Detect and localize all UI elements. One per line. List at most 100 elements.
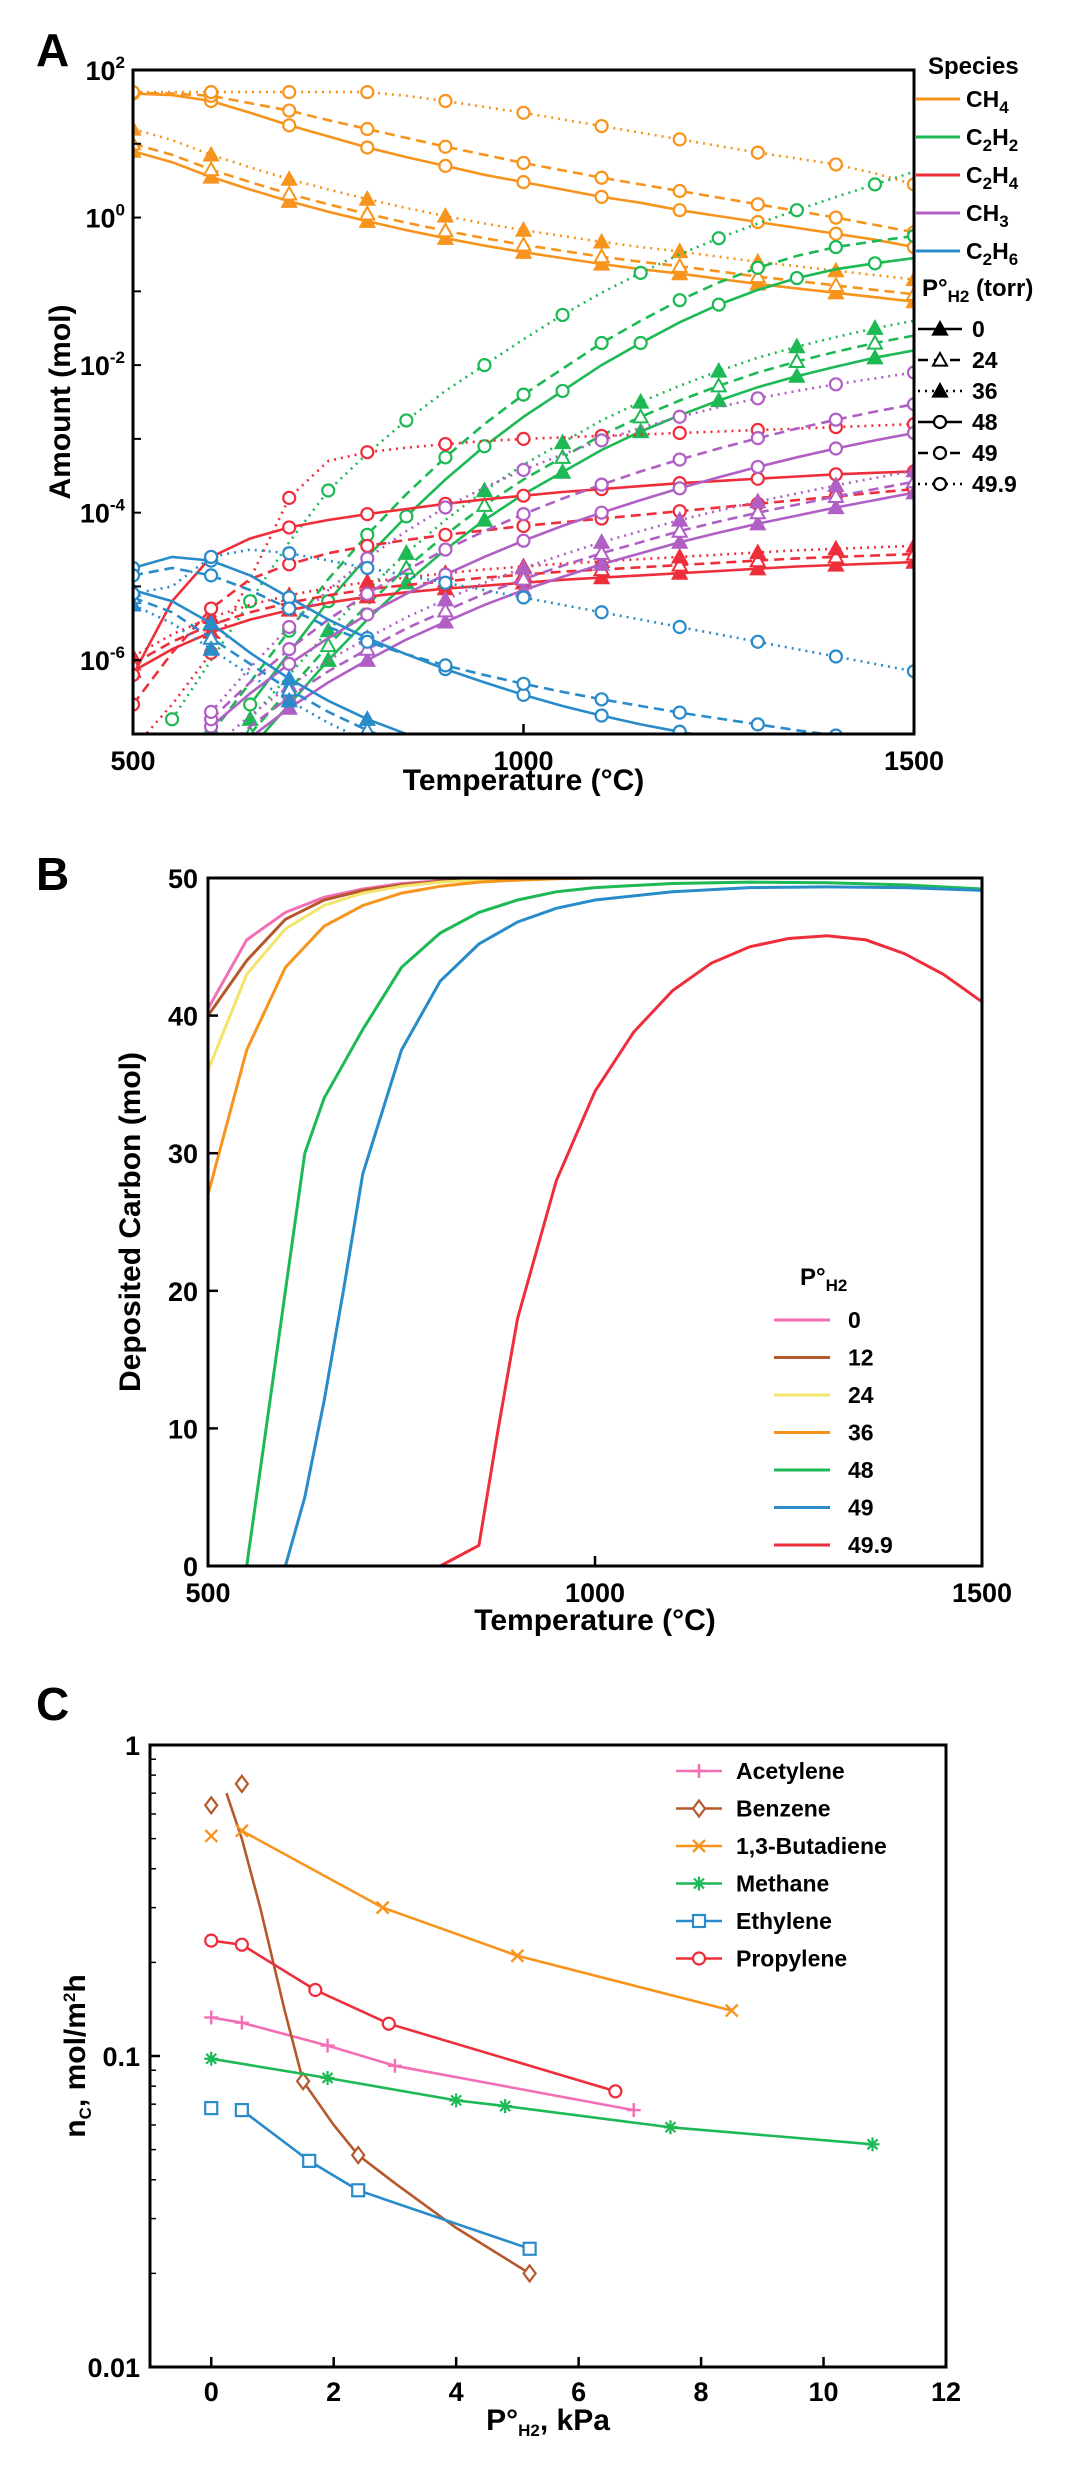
data-point — [438, 542, 453, 557]
data-point — [203, 1795, 219, 1816]
data-point — [204, 1933, 219, 1948]
data-point — [865, 2137, 880, 2152]
legend-label: 49.9 — [848, 1532, 893, 1558]
data-point — [282, 642, 297, 657]
data-point — [750, 717, 765, 732]
legend-pressure-marker — [931, 381, 949, 398]
data-point — [592, 533, 611, 549]
data-point — [280, 699, 298, 715]
data-point — [302, 2153, 317, 2168]
data-point — [594, 605, 609, 620]
data-point — [204, 1829, 219, 1843]
data-point — [594, 692, 609, 707]
y-axis-title: Amount (mol) — [44, 305, 77, 500]
data-point — [750, 214, 765, 230]
data-point — [358, 204, 376, 221]
data-point — [351, 2183, 366, 2198]
series-line-CH4-49 — [133, 91, 914, 234]
data-point — [750, 391, 765, 406]
data-point — [827, 283, 845, 300]
data-point — [594, 433, 609, 448]
legend-label: Benzene — [736, 1796, 831, 1822]
data-point — [866, 348, 884, 365]
data-point — [360, 445, 375, 460]
data-point — [436, 207, 455, 223]
legend-label: Acetylene — [736, 1758, 845, 1784]
series-line-Benzene — [225, 1792, 531, 2275]
data-point — [475, 496, 494, 512]
data-point — [320, 2070, 335, 2085]
data-point — [438, 742, 452, 755]
data-point — [397, 558, 416, 575]
y-tick-label: 100 — [85, 201, 125, 234]
legend-pressure-marker — [932, 476, 948, 492]
legend-pressure-marker — [932, 445, 948, 461]
data-point — [204, 764, 218, 777]
data-point — [282, 546, 297, 561]
data-point — [133, 647, 142, 664]
data-point — [594, 118, 609, 134]
series-line-CH3-24 — [239, 480, 914, 734]
data-point — [350, 2145, 366, 2165]
data-point — [672, 183, 687, 199]
data-point — [360, 586, 375, 601]
data-point — [243, 594, 258, 609]
data-point — [671, 522, 689, 538]
data-point — [724, 2003, 739, 2018]
data-point — [360, 140, 375, 155]
data-point — [234, 1774, 250, 1794]
data-point — [592, 544, 611, 560]
data-point — [671, 257, 689, 273]
data-point — [358, 212, 376, 228]
data-point — [514, 235, 533, 252]
data-point — [633, 335, 648, 351]
data-point — [516, 155, 531, 171]
data-point — [672, 724, 687, 734]
data-point — [905, 544, 914, 561]
data-point — [672, 619, 687, 635]
data-point — [360, 634, 375, 649]
data-point — [592, 247, 611, 264]
data-point — [282, 601, 297, 616]
data-point — [202, 145, 220, 162]
data-point — [828, 239, 844, 255]
data-point — [234, 1937, 249, 1952]
series-line-CH3-48 — [210, 431, 914, 728]
data-point — [516, 590, 531, 605]
x-tick-label: 10 — [809, 2377, 839, 2407]
data-point — [438, 527, 453, 542]
y-tick-label: 0.01 — [87, 2353, 140, 2383]
legend-label: Ethylene — [736, 1908, 832, 1934]
data-point — [905, 461, 914, 478]
data-point — [553, 448, 572, 464]
series-line-C2H4-36 — [133, 544, 914, 658]
data-point — [553, 463, 572, 479]
y-tick-label: 20 — [168, 1277, 198, 1307]
data-point — [672, 409, 687, 424]
legend-label: 36 — [848, 1420, 874, 1446]
legend-label: 0 — [848, 1307, 861, 1333]
data-point — [555, 383, 570, 399]
data-point — [204, 2051, 219, 2066]
y-tick-label: 30 — [168, 1139, 198, 1169]
data-point — [436, 229, 455, 245]
data-point — [516, 488, 531, 503]
series-line-1,3-Butadiene — [241, 1829, 733, 2012]
x-tick-label: 500 — [185, 1578, 230, 1608]
data-point — [360, 121, 375, 137]
legend-label: 24 — [848, 1382, 874, 1408]
data-point — [750, 145, 765, 160]
data-point — [522, 2241, 537, 2256]
data-point — [399, 509, 414, 524]
legend-label: Methane — [736, 1871, 829, 1897]
series-line-Ethylene — [241, 2109, 531, 2251]
data-point — [866, 333, 884, 350]
series-line-CH3-36 — [226, 469, 914, 734]
x-axis-title: Temperature (°C) — [403, 764, 644, 797]
y-tick-label: 0.1 — [102, 2042, 140, 2072]
data-point — [282, 490, 297, 506]
series-group — [133, 85, 914, 777]
series-line-48 — [245, 880, 983, 1567]
data-point — [282, 103, 297, 118]
data-point — [750, 197, 765, 212]
